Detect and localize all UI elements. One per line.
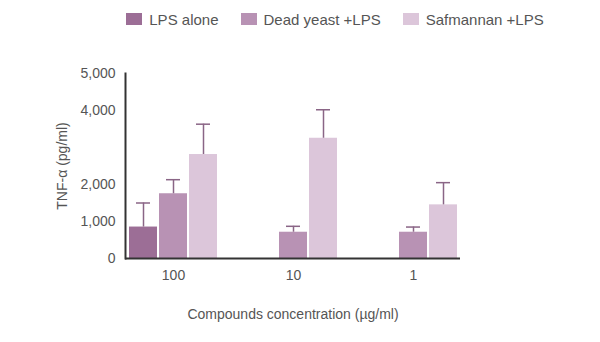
svg-text:4,000: 4,000 <box>80 102 115 118</box>
html-text:Dead yeast +LPS: Dead yeast +LPS <box>263 10 381 28</box>
svg-text:10: 10 <box>286 267 302 283</box>
html-text:Safmannan +LPS: Safmannan +LPS <box>425 10 544 28</box>
svg-text:TNF-α (pg/ml): TNF-α (pg/ml) <box>54 122 70 209</box>
svg-text:5,000: 5,000 <box>80 65 115 81</box>
svg-text:2,000: 2,000 <box>80 176 115 192</box>
svg-text:1: 1 <box>410 267 418 283</box>
html-text:LPS alone: LPS alone <box>149 10 219 28</box>
svg-text:1,000: 1,000 <box>80 213 115 229</box>
svg-text:0: 0 <box>108 250 116 266</box>
svg-text:100: 100 <box>162 267 186 283</box>
svg-text:Compounds concentration (µg/ml: Compounds concentration (µg/ml) <box>187 306 398 322</box>
